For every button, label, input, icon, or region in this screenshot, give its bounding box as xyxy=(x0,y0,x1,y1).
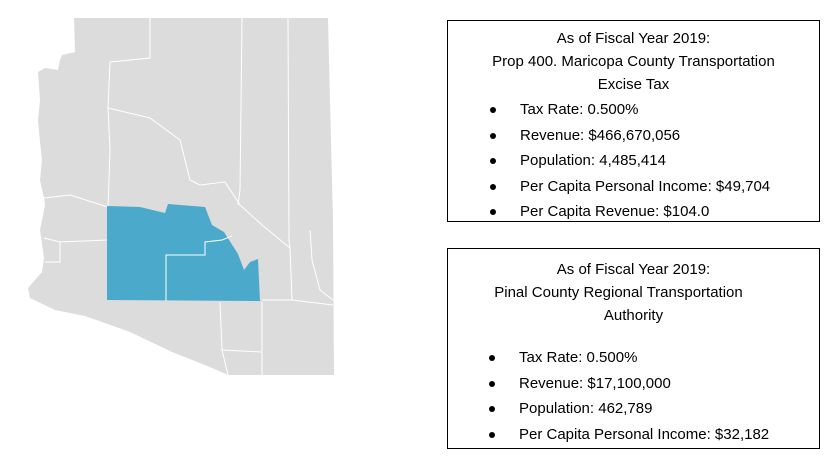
pinal-title-line-1: As of Fiscal Year 2019: xyxy=(556,261,711,278)
bullet-text: Per Capita Personal Income: $32,182 xyxy=(519,425,770,443)
bullet-text: Revenue: $17,100,000 xyxy=(519,374,671,392)
bullet-text: Revenue: $466,670,056 xyxy=(520,126,681,144)
county-line-yavapai-north xyxy=(107,107,201,186)
bullet-dot-icon xyxy=(490,158,496,164)
bullet-item: Revenue: $466,670,056 xyxy=(448,123,819,149)
bullet-dot-icon xyxy=(489,380,495,387)
county-line-pima-santacruz-2 xyxy=(221,349,263,353)
bullet-item: Population: 462,789 xyxy=(448,396,819,422)
county-line-mohave-south xyxy=(107,107,111,208)
bullet-item: Per Capita Personal Income: $49,704 xyxy=(448,174,819,200)
bullet-item: Tax Rate: 0.500% xyxy=(448,345,819,371)
county-boundaries xyxy=(43,17,334,376)
bullet-item: Per Capita Revenue: $104.0 xyxy=(448,199,819,225)
arizona-county-map xyxy=(28,17,334,376)
bullet-text: Tax Rate: 0.500% xyxy=(520,101,639,118)
county-line-coconino-navajo xyxy=(237,17,243,206)
pinal-bullet-list: Tax Rate: 0.500% Revenue: $17,100,000 Po… xyxy=(448,345,819,447)
maricopa-title-line-1: As of Fiscal Year 2019: xyxy=(556,30,711,47)
maricopa-title-line-3: Excise Tax xyxy=(597,76,670,93)
bullet-text: Per Capita Personal Income: $49,704 xyxy=(520,177,771,195)
maricopa-box-title: As of Fiscal Year 2019: Prop 400. Marico… xyxy=(448,27,819,96)
county-line-gila-east xyxy=(199,181,293,301)
bullet-dot-icon xyxy=(489,355,495,361)
bullet-item: Population: 4,485,414 xyxy=(448,148,819,174)
highlighted-counties-maricopa-pinal xyxy=(107,204,260,301)
bullet-text: Population: 4,485,414 xyxy=(520,152,666,169)
bullet-dot-icon xyxy=(490,107,496,113)
county-line-lapaz-mohave xyxy=(43,194,109,208)
bullet-dot-icon xyxy=(490,183,496,190)
bullet-item: Revenue: $17,100,000 xyxy=(448,371,819,397)
bullet-dot-icon xyxy=(489,406,495,412)
county-line-mohave-coconino xyxy=(107,18,151,109)
bullet-text: Tax Rate: 0.500% xyxy=(519,349,638,366)
pinal-title-line-3: Authority xyxy=(603,307,664,324)
county-line-graham-cochise xyxy=(262,299,334,306)
maricopa-info-box: As of Fiscal Year 2019: Prop 400. Marico… xyxy=(447,20,820,222)
bullet-item: Per Capita Personal Income: $32,182 xyxy=(448,422,819,448)
county-line-navajo-apache xyxy=(287,17,291,249)
bullet-dot-icon xyxy=(489,431,495,438)
maricopa-bullet-list: Tax Rate: 0.500% Revenue: $466,670,056 P… xyxy=(448,97,819,225)
maricopa-title-line-2: Prop 400. Maricopa County Transportation xyxy=(492,53,775,70)
bullet-item: Tax Rate: 0.500% xyxy=(448,97,819,123)
pinal-info-box: As of Fiscal Year 2019: Pinal County Reg… xyxy=(447,248,820,449)
county-line-yuma-south xyxy=(45,242,61,263)
pinal-box-title: As of Fiscal Year 2019: Pinal County Reg… xyxy=(448,258,819,327)
bullet-dot-icon xyxy=(490,209,496,215)
pinal-title-line-2: Pinal County Regional Transportation xyxy=(494,284,743,301)
maricopa-pinal-boundary xyxy=(165,235,233,301)
bullet-dot-icon xyxy=(490,132,496,139)
county-line-greenlee xyxy=(309,229,334,301)
bullet-text: Per Capita Revenue: $104.0 xyxy=(520,203,710,220)
bullet-text: Population: 462,789 xyxy=(519,400,653,417)
